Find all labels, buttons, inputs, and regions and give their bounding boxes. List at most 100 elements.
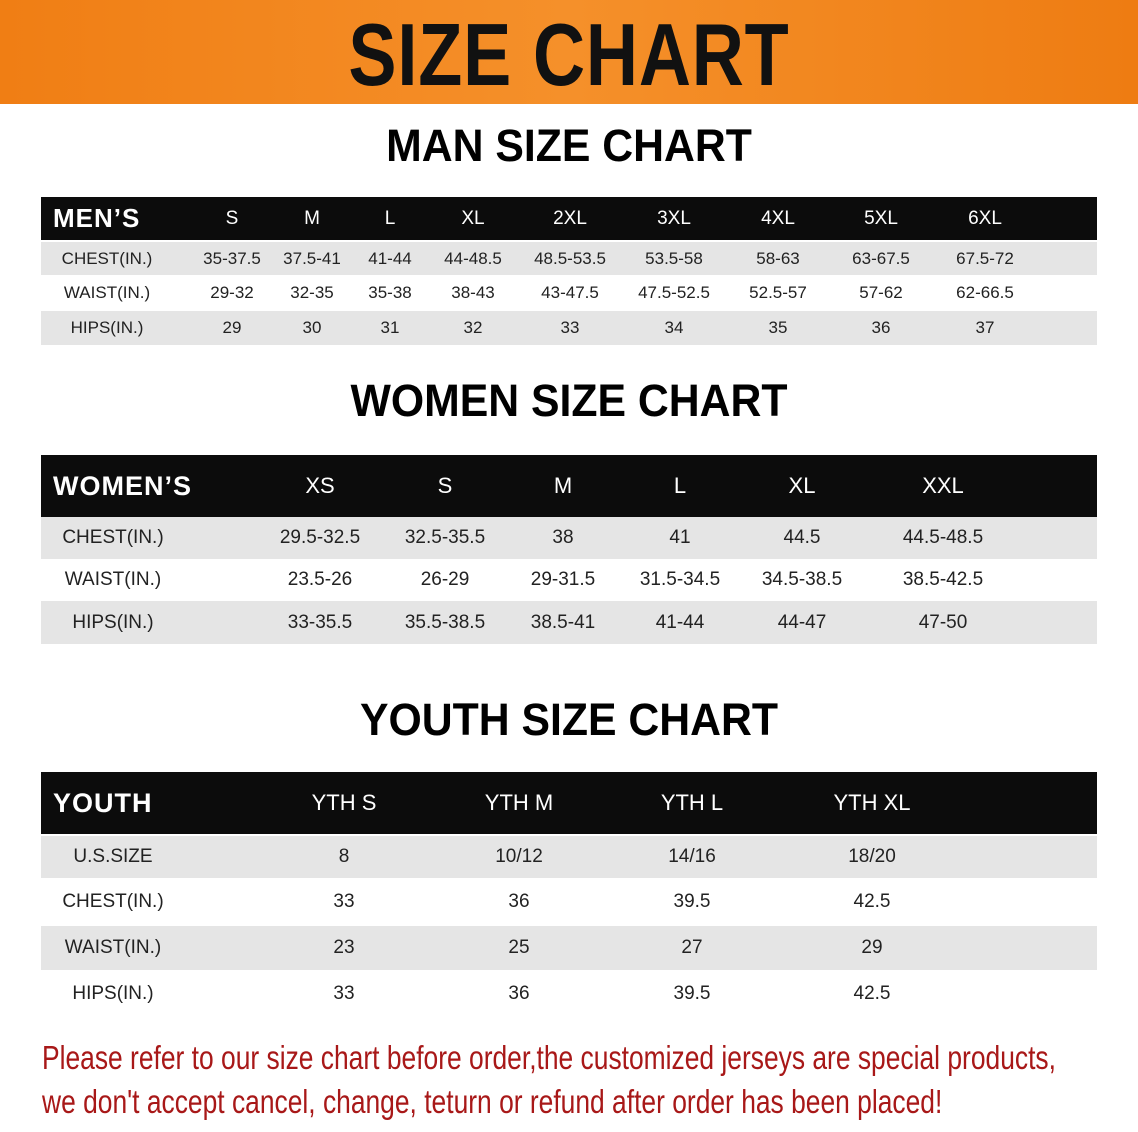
table-cell: 23.5-26 xyxy=(287,569,353,590)
table-cell: 29.5-32.5 xyxy=(279,527,361,548)
table-cell: 35-38 xyxy=(368,283,412,302)
row-label: CHEST(IN.) xyxy=(62,527,164,548)
size-header-yth-l: YTH L xyxy=(660,790,724,815)
table-cell: 35-37.5 xyxy=(203,249,261,268)
table-cell: 33 xyxy=(333,891,355,912)
size-header-xs: XS xyxy=(305,473,335,498)
table-cell: 41-44 xyxy=(368,249,412,268)
men-header-row: MEN’S S M L XL 2XL 3XL 4XL 5XL 6XL xyxy=(41,197,1097,240)
table-cell: 47-50 xyxy=(918,612,968,633)
women-header-row: WOMEN’S XS S M L XL XXL xyxy=(41,455,1097,517)
table-cell: 42.5 xyxy=(853,983,891,1004)
table-cell: 26-29 xyxy=(420,569,470,590)
row-label: WAIST(IN.) xyxy=(63,283,151,302)
table-row: U.S.SIZE 8 10/12 14/16 18/20 xyxy=(41,836,1097,878)
women-section-title: WOMEN SIZE CHART xyxy=(350,375,788,426)
table-row: CHEST(IN.) 29.5-32.5 32.5-35.5 38 41 44.5 44.5… xyxy=(41,517,1097,559)
table-cell: 62-66.5 xyxy=(956,283,1014,302)
table-cell: 41 xyxy=(669,527,691,548)
table-cell: 37 xyxy=(975,318,995,337)
women-header-label: WOMEN’S xyxy=(53,471,192,501)
table-cell: 36 xyxy=(508,891,530,912)
banner-title: SIZE CHART xyxy=(348,5,790,104)
youth-section-title: YOUTH SIZE CHART xyxy=(359,694,778,745)
size-header-yth-xl: YTH XL xyxy=(833,790,911,815)
men-header-label: MEN’S xyxy=(53,203,141,233)
youth-header-row: YOUTH YTH S YTH M YTH L YTH XL xyxy=(41,772,1097,834)
table-row: HIPS(IN.) 29 30 31 32 33 34 35 36 37 xyxy=(41,311,1097,345)
size-header-xl: XL xyxy=(788,473,816,498)
table-cell: 34 xyxy=(664,318,684,337)
table-cell: 29-31.5 xyxy=(530,569,596,590)
table-cell: 41-44 xyxy=(655,612,705,633)
table-cell: 34.5-38.5 xyxy=(761,569,843,590)
table-cell: 27 xyxy=(681,937,703,958)
row-label: CHEST(IN.) xyxy=(61,249,153,268)
size-header-l: L xyxy=(384,208,396,229)
table-cell: 38 xyxy=(552,527,574,548)
row-label: HIPS(IN.) xyxy=(72,612,154,633)
table-cell: 10/12 xyxy=(495,846,543,867)
table-cell: 23 xyxy=(333,937,355,958)
row-label: WAIST(IN.) xyxy=(64,937,162,958)
table-row: HIPS(IN.) 33 36 39.5 42.5 xyxy=(41,972,1097,1016)
size-header-2xl: 2XL xyxy=(553,208,587,229)
size-header-m: M xyxy=(304,208,320,229)
banner: SIZE CHART xyxy=(0,0,1138,104)
table-cell: 33 xyxy=(333,983,355,1004)
table-cell: 44.5-48.5 xyxy=(902,527,984,548)
table-row: HIPS(IN.) 33-35.5 35.5-38.5 38.5-41 41-44 44-… xyxy=(41,601,1097,644)
row-label: U.S.SIZE xyxy=(73,846,153,867)
size-header-l: L xyxy=(673,473,687,498)
order-policy-note: Please refer to our size chart before or… xyxy=(42,1036,1056,1124)
table-cell: 52.5-57 xyxy=(749,283,807,302)
table-cell: 42.5 xyxy=(853,891,891,912)
table-cell: 63-67.5 xyxy=(852,249,910,268)
table-cell: 35.5-38.5 xyxy=(404,612,486,633)
table-cell: 39.5 xyxy=(673,983,711,1004)
table-cell: 29-32 xyxy=(210,283,254,302)
table-cell: 33 xyxy=(560,318,580,337)
table-cell: 29 xyxy=(861,937,883,958)
table-cell: 58-63 xyxy=(756,249,800,268)
table-cell: 38-43 xyxy=(451,283,495,302)
table-cell: 30 xyxy=(302,318,322,337)
note-line-2: we don't accept cancel, change, teturn o… xyxy=(42,1083,943,1120)
table-cell: 38.5-42.5 xyxy=(902,569,984,590)
table-cell: 57-62 xyxy=(859,283,903,302)
size-header-yth-s: YTH S xyxy=(311,790,377,815)
youth-header-label: YOUTH xyxy=(53,788,153,818)
note-line-1: Please refer to our size chart before or… xyxy=(42,1039,1056,1076)
table-cell: 31.5-34.5 xyxy=(639,569,721,590)
row-label: WAIST(IN.) xyxy=(64,569,162,590)
size-header-xl: XL xyxy=(461,208,485,229)
table-cell: 32.5-35.5 xyxy=(404,527,486,548)
row-label: CHEST(IN.) xyxy=(62,891,164,912)
table-cell: 44.5 xyxy=(783,527,821,548)
table-cell: 39.5 xyxy=(673,891,711,912)
table-cell: 14/16 xyxy=(668,846,716,867)
table-cell: 37.5-41 xyxy=(283,249,341,268)
table-cell: 33-35.5 xyxy=(287,612,353,633)
table-cell: 29 xyxy=(222,318,242,337)
table-cell: 36 xyxy=(508,983,530,1004)
table-row: WAIST(IN.) 23.5-26 26-29 29-31.5 31.5-34.5 34… xyxy=(41,559,1097,601)
table-cell: 18/20 xyxy=(848,846,896,867)
size-header-3xl: 3XL xyxy=(657,208,691,229)
size-header-yth-m: YTH M xyxy=(484,790,554,815)
table-cell: 47.5-52.5 xyxy=(638,283,710,302)
row-label: HIPS(IN.) xyxy=(72,983,154,1004)
table-cell: 36 xyxy=(871,318,891,337)
table-cell: 8 xyxy=(338,846,350,867)
table-cell: 53.5-58 xyxy=(645,249,703,268)
table-cell: 35 xyxy=(768,318,788,337)
size-header-m: M xyxy=(553,473,573,498)
size-header-xxl: XXL xyxy=(922,473,964,498)
size-header-6xl: 6XL xyxy=(968,208,1002,229)
table-cell: 25 xyxy=(508,937,530,958)
men-section-title: MAN SIZE CHART xyxy=(386,120,752,171)
table-row: CHEST(IN.) 33 36 39.5 42.5 xyxy=(41,880,1097,924)
size-header-s: S xyxy=(437,473,453,498)
row-label: HIPS(IN.) xyxy=(70,318,144,337)
size-header-s: S xyxy=(225,208,239,229)
